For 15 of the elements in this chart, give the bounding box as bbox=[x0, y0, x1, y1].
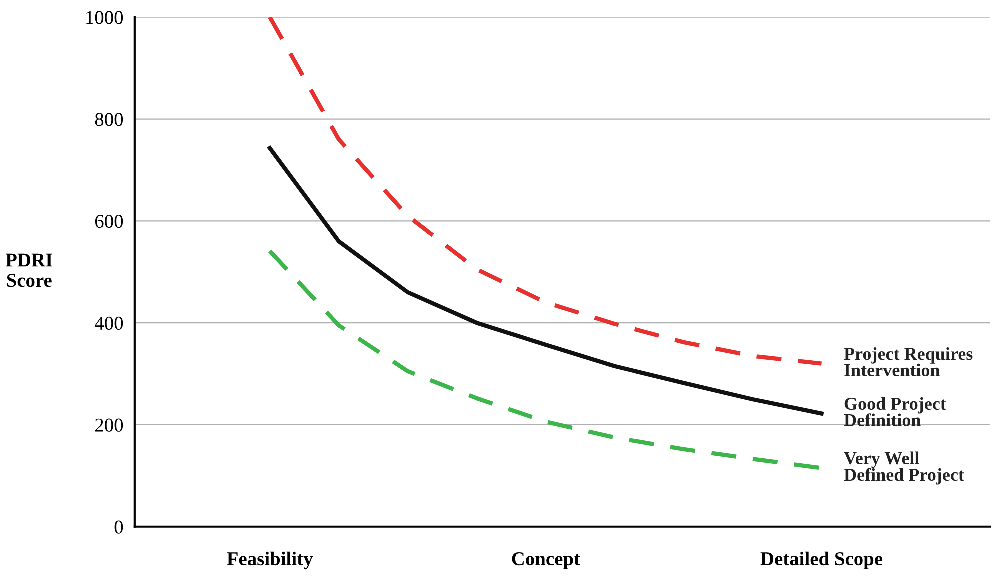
series-label: Very Well Defined Project bbox=[844, 452, 964, 485]
line-series bbox=[268, 146, 824, 416]
x-tick-label: Concept bbox=[512, 552, 580, 570]
x-tick-label: Feasibility bbox=[227, 552, 314, 570]
series-label: Good Project Definition bbox=[844, 397, 946, 426]
y-tick-label: 1000 bbox=[86, 11, 124, 24]
y-tick-label: 600 bbox=[95, 214, 124, 228]
y-tick-label: 200 bbox=[95, 418, 124, 432]
line-series bbox=[268, 17, 824, 366]
x-tick-label: Detailed Scope bbox=[760, 552, 883, 570]
y-tick-label: 400 bbox=[95, 316, 124, 330]
y-axis-title: PDRI Score bbox=[6, 254, 52, 288]
y-tick-label: 800 bbox=[95, 113, 124, 126]
series-label: Project Requires Intervention bbox=[844, 347, 973, 377]
y-tick-label: 0 bbox=[114, 520, 124, 534]
